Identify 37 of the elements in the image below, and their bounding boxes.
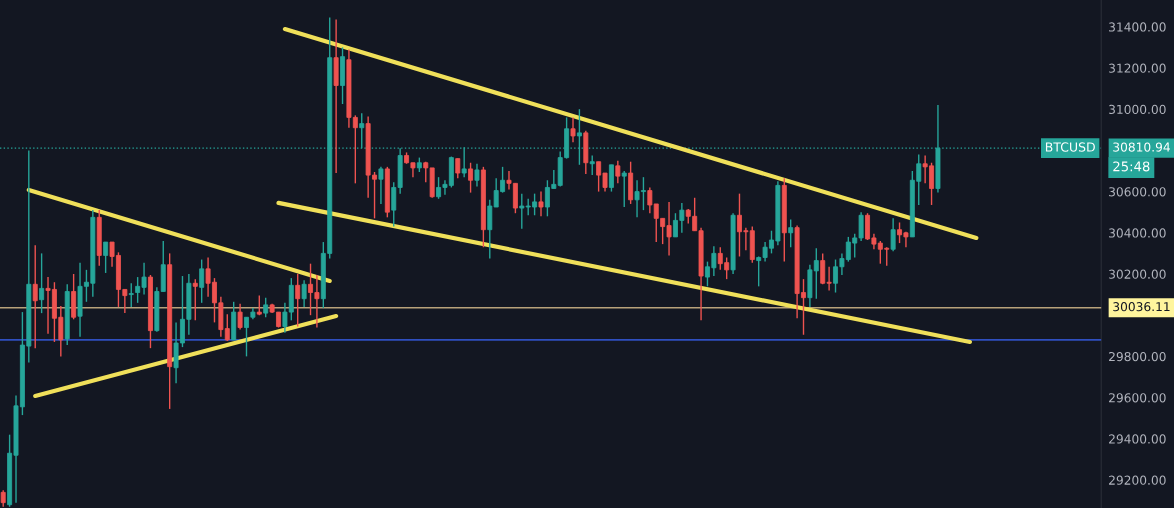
candlestick xyxy=(890,217,896,253)
y-tick-label: 29600.00 xyxy=(1109,393,1166,403)
annotation: BTCUSD xyxy=(1045,142,1095,152)
text: 25:48 xyxy=(1113,161,1150,172)
candlestick xyxy=(378,166,384,205)
candlestick xyxy=(621,170,627,208)
candlestick xyxy=(474,163,480,188)
candlestick xyxy=(295,273,301,328)
candlestick xyxy=(263,296,269,318)
ref-line-label: 30810.94 xyxy=(1113,142,1170,152)
candlestick xyxy=(788,218,794,248)
candlestick xyxy=(237,303,243,331)
candlestick xyxy=(615,159,621,185)
candlestick xyxy=(608,164,614,193)
y-tick-label: 31200.00 xyxy=(1109,63,1166,73)
candlestick xyxy=(461,146,467,178)
candlestick xyxy=(32,244,38,349)
candlestick xyxy=(103,241,109,274)
candlestick xyxy=(589,154,595,176)
candlestick xyxy=(468,162,474,194)
candlestick xyxy=(192,278,198,322)
candlestick xyxy=(199,258,205,304)
y-tick-label: 31000.00 xyxy=(1109,104,1166,114)
y-tick-label: 29200.00 xyxy=(1109,475,1166,485)
y-tick-label: 30600.00 xyxy=(1109,187,1166,197)
candlestick xyxy=(39,252,45,314)
y-tick-label: 29400.00 xyxy=(1109,434,1166,444)
ref-line-label: 30036.11 xyxy=(1113,302,1170,312)
candlestick xyxy=(570,116,576,143)
candlestick xyxy=(301,279,307,308)
candlestick xyxy=(128,282,134,308)
candlestick xyxy=(455,157,461,179)
y-tick-label: 31400.00 xyxy=(1109,22,1166,32)
y-tick-label: 30400.00 xyxy=(1109,228,1166,238)
y-tick-label: 29800.00 xyxy=(1109,351,1166,362)
y-tick-label: 30200.00 xyxy=(1109,269,1166,279)
candlestick xyxy=(538,190,544,217)
